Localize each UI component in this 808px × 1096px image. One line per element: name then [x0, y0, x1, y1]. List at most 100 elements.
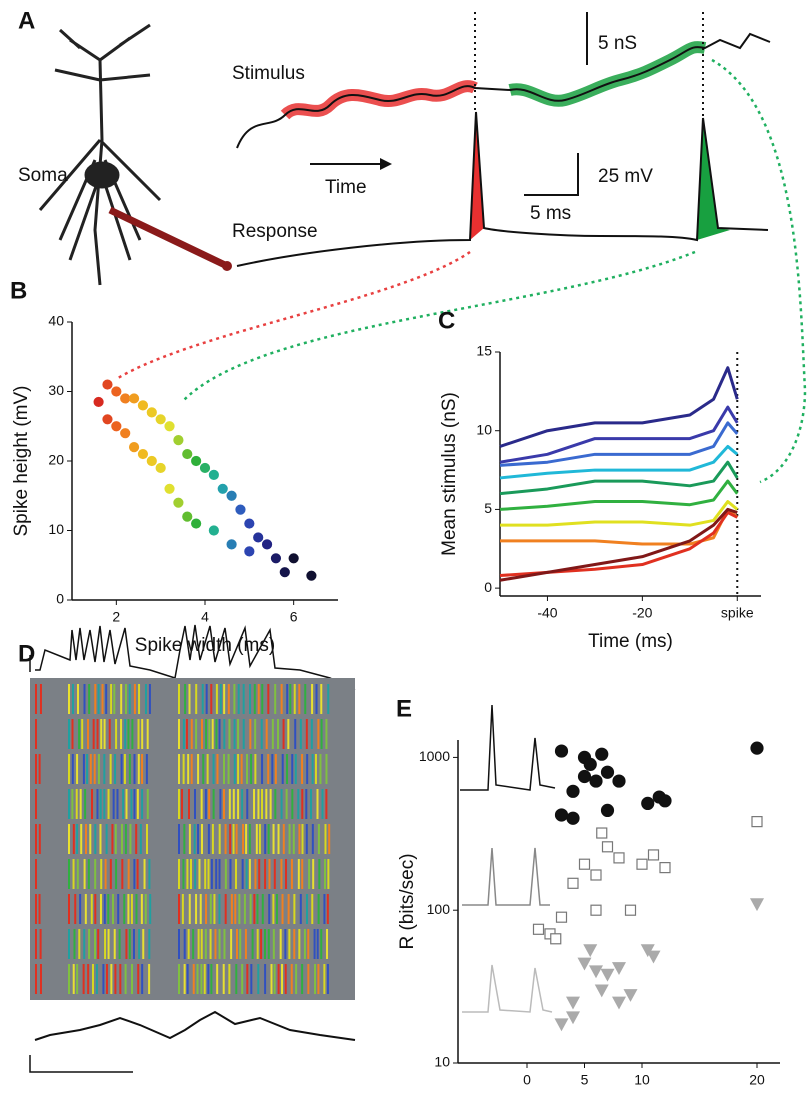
raster-stripe: [305, 719, 308, 749]
raster-stripe: [314, 754, 317, 784]
raster-stripe: [244, 929, 247, 959]
raster-stripe: [324, 824, 327, 854]
raster-stripe: [280, 859, 283, 889]
raster-stripe: [84, 789, 87, 819]
neuron-sketch: [38, 23, 162, 286]
raster-stripe: [114, 824, 117, 854]
raster-stripe: [200, 964, 203, 994]
raster-stripe: [178, 754, 180, 784]
raster-stripe: [292, 824, 295, 854]
point: [146, 455, 157, 467]
raster-stripe: [256, 929, 259, 959]
y-tick-label: 5: [484, 500, 492, 516]
raster-stripe: [320, 684, 323, 714]
raster-stripe: [249, 894, 252, 924]
raster-stripe: [145, 754, 148, 784]
raster-stripe: [94, 894, 97, 924]
panel-letter: D: [18, 640, 35, 667]
raster-stripe: [267, 684, 270, 714]
raster-stripe: [104, 929, 107, 959]
raster-stripe: [246, 789, 249, 819]
raster-stripe: [76, 859, 79, 889]
point: [244, 546, 255, 557]
raster-stripe: [317, 824, 320, 854]
raster-stripe: [148, 859, 151, 889]
point: [182, 448, 193, 460]
raster-stripe: [216, 754, 219, 784]
raster-stripe: [82, 964, 85, 994]
point: [137, 400, 149, 411]
raster-stripe: [211, 719, 214, 749]
raster-stripe: [205, 719, 208, 749]
raster-stripe: [124, 824, 127, 854]
raster-stripe: [186, 964, 189, 994]
point: [624, 904, 637, 916]
point: [155, 414, 166, 425]
raster-stripe: [141, 754, 144, 784]
raster-stripe: [270, 964, 273, 994]
raster-stripe: [38, 824, 41, 854]
raster-stripe: [328, 824, 331, 854]
raster-stripe: [305, 789, 308, 819]
raster-stripe: [243, 894, 246, 924]
raster-stripe: [143, 859, 146, 889]
raster-stripe: [112, 789, 115, 819]
raster-stripe: [74, 894, 77, 924]
raster-stripe: [277, 719, 280, 749]
raster-stripe: [210, 964, 213, 994]
raster-stripe: [201, 684, 204, 714]
raster-stripe: [76, 824, 79, 854]
point: [146, 407, 157, 418]
raster-stripe: [87, 964, 90, 994]
raster-stripe: [316, 929, 319, 959]
raster-stripe: [183, 929, 186, 959]
point: [155, 462, 166, 474]
raster-stripe: [182, 859, 185, 889]
raster-stripe: [213, 894, 216, 924]
raster-stripe: [97, 684, 100, 714]
point: [128, 393, 140, 404]
raster-stripe: [133, 859, 136, 889]
raster-stripe: [297, 789, 300, 819]
raster-stripe: [245, 859, 248, 889]
raster-stripe: [232, 824, 235, 854]
panel-letter: C: [438, 307, 455, 334]
raster-stripe: [83, 929, 86, 959]
raster-stripe: [124, 684, 127, 714]
raster-stripe: [261, 754, 264, 784]
raster-stripe: [258, 824, 261, 854]
raster-stripe: [72, 964, 75, 994]
panel-letter: A: [18, 7, 35, 34]
point: [554, 1018, 569, 1032]
scale-label: 5 ms: [530, 203, 571, 224]
raster-stripe: [280, 684, 283, 714]
raster-stripe: [277, 824, 280, 854]
raster-stripe: [38, 894, 41, 924]
raster-stripe: [229, 824, 232, 854]
raster-stripe: [110, 684, 113, 714]
raster-stripe: [218, 894, 221, 924]
raster-stripe: [282, 719, 285, 749]
y-tick-label: 100: [427, 901, 451, 917]
raster-stripe: [111, 824, 114, 854]
raster-stripe: [137, 964, 140, 994]
raster-stripe: [113, 684, 116, 714]
point: [532, 923, 545, 935]
raster-stripe: [130, 894, 133, 924]
y-tick-label: 10: [476, 421, 492, 437]
raster-stripe: [116, 789, 119, 819]
raster-stripe: [293, 684, 296, 714]
raster-stripe: [91, 964, 94, 994]
x-tick-label: -40: [537, 605, 557, 621]
raster-stripe: [224, 894, 227, 924]
raster-stripe: [260, 719, 263, 749]
raster-stripe: [200, 719, 203, 749]
raster-stripe: [264, 964, 267, 994]
point: [554, 808, 569, 822]
raster-stripe: [224, 824, 227, 854]
raster-stripe: [227, 684, 230, 714]
raster-stripe: [227, 754, 230, 784]
x-tick-label: spike: [721, 605, 754, 621]
raster-stripe: [103, 789, 106, 819]
raster-stripe: [122, 789, 125, 819]
